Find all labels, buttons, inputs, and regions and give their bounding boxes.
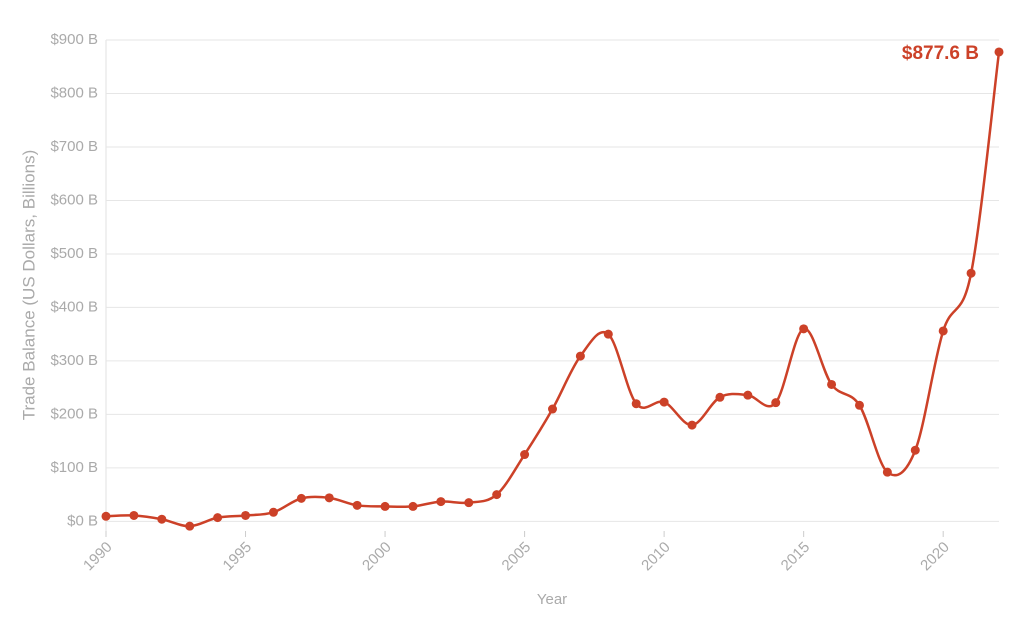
y-tick-label: $700 B [50,138,98,155]
point [910,445,920,455]
y-axis-title: Trade Balance (US Dollars, Billions) [19,150,38,421]
point [185,521,195,531]
point [324,493,334,503]
point [436,497,446,507]
point [492,490,502,500]
y-tick-label: $100 B [50,459,98,476]
y-tick-label: $200 B [50,405,98,422]
x-tick-label: 2005 [499,539,535,575]
y-tick-label: $800 B [50,84,98,101]
point [548,404,557,414]
point [966,268,976,278]
point [743,390,753,400]
x-tick-label: 2010 [638,539,674,575]
y-tick-label: $0 B [67,512,98,529]
point [575,351,585,361]
y-tick-label: $900 B [50,31,98,48]
y-tick-label: $300 B [50,352,98,369]
point [994,47,1004,57]
point [882,467,892,477]
y-tick-label: $500 B [50,245,98,262]
line [105,51,1001,528]
x-tick-label: 2020 [917,539,953,575]
point [296,493,306,503]
point [715,392,725,402]
point [771,398,781,408]
point [631,399,641,409]
x-tick-label: 2015 [778,539,814,575]
y-tick-label: $400 B [50,298,98,315]
y-tick-label: $600 B [50,191,98,208]
point [157,514,167,524]
point [603,329,613,339]
point [659,397,669,407]
x-tick-label: 2000 [359,539,395,575]
point [408,501,418,511]
point [213,513,223,523]
x-axis-title: Year [537,591,567,608]
annotation: $877.6 B [902,43,979,64]
x-tick-label: 1995 [220,539,256,575]
point [464,498,474,508]
point [827,379,837,389]
point [854,400,864,410]
point [101,511,111,521]
point [380,501,390,511]
point [520,450,530,460]
point [241,510,251,520]
point [129,510,139,520]
point [268,507,278,517]
x-tick-label: 1990 [80,539,116,575]
point [938,326,948,336]
point [687,420,697,430]
point [352,500,362,510]
point [799,324,809,334]
